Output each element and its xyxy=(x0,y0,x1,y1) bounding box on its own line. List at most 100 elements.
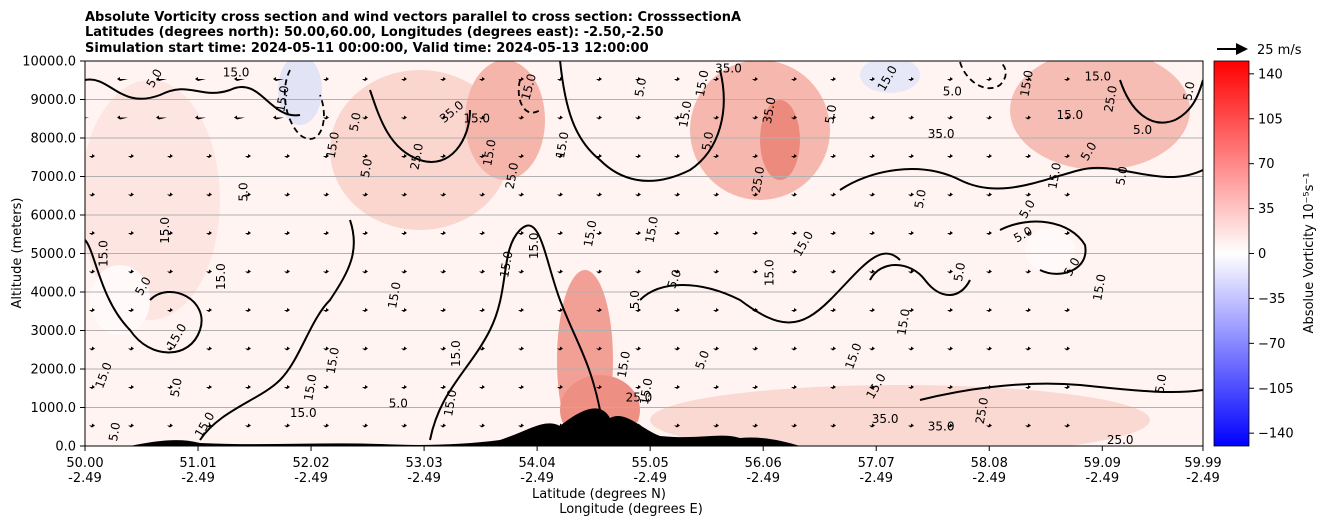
contour-label: 5.0 xyxy=(1133,123,1152,137)
wind-vector xyxy=(1064,192,1070,197)
wind-vector xyxy=(273,115,284,120)
contour-line-dashed xyxy=(283,69,325,140)
y-tick-label: 1000.0 xyxy=(31,401,77,416)
y-tick-label: 6000.0 xyxy=(31,209,77,224)
wind-vector xyxy=(674,385,680,389)
contour-label: 5.0 xyxy=(358,157,375,178)
wind-vector xyxy=(830,346,836,351)
vorticity-shading xyxy=(465,61,545,180)
wind-vector xyxy=(440,77,446,81)
contour-label: 15.0 xyxy=(441,389,459,418)
wind-vector xyxy=(908,423,914,428)
wind-vector xyxy=(1025,77,1031,81)
wind-vector xyxy=(1025,269,1031,274)
wind-vector xyxy=(401,385,407,389)
wind-vector xyxy=(518,385,524,389)
wind-vector xyxy=(156,77,167,81)
wind-vector xyxy=(89,308,95,312)
wind-vector xyxy=(362,231,368,235)
wind-vector xyxy=(167,423,173,428)
wind-vector xyxy=(401,269,407,274)
vorticity-shading xyxy=(860,61,920,93)
contour-line xyxy=(429,224,601,441)
wind-vector xyxy=(752,192,758,197)
wind-vector xyxy=(117,77,128,81)
wind-vector xyxy=(635,423,641,428)
wind-vector xyxy=(713,231,719,235)
contour-label: 5.0 xyxy=(1113,165,1130,186)
wind-vector xyxy=(947,308,953,312)
wind-vector xyxy=(362,385,368,389)
wind-vector xyxy=(479,269,485,274)
wind-vector xyxy=(869,308,875,312)
chart-title-line-1: Absolute Vorticity cross section and win… xyxy=(85,10,741,25)
wind-vector xyxy=(557,115,563,120)
x-tick-label-lon: -2.49 xyxy=(1085,471,1119,486)
wind-vector xyxy=(479,77,485,81)
wind-vector xyxy=(117,115,128,120)
contour-label: 15.0 xyxy=(385,281,403,310)
wind-vector xyxy=(323,423,329,428)
wind-vector xyxy=(1064,154,1070,158)
wind-vector xyxy=(206,346,212,351)
contour-label: 15.0 xyxy=(214,263,228,290)
wind-vector xyxy=(869,346,875,351)
wind-vector xyxy=(323,346,329,351)
x-tick-label-lon: -2.49 xyxy=(181,471,215,486)
wind-vector xyxy=(674,192,680,197)
wind-vector xyxy=(713,346,719,351)
wind-vector xyxy=(869,115,875,120)
wind-vector xyxy=(986,77,992,81)
wind-vector xyxy=(674,269,680,274)
wind-vector xyxy=(440,154,446,158)
contour-label: 15.0 xyxy=(643,215,661,244)
wind-vector xyxy=(245,346,251,351)
contour-label: 5.0 xyxy=(628,290,642,309)
x-tick-label-lon: -2.49 xyxy=(1186,471,1220,486)
wind-vector xyxy=(1064,423,1070,428)
wind-vector xyxy=(947,154,953,158)
contour-labels: 5.0 15.015.05.015.0 25.05.015.025.015.035.… xyxy=(92,62,1197,446)
wind-vector xyxy=(518,77,524,81)
wind-vector xyxy=(908,269,914,274)
contour-label: 5.0 xyxy=(106,421,123,442)
contour-label: 15.0 xyxy=(527,232,541,259)
wind-vector xyxy=(479,115,485,120)
wind-vector xyxy=(830,385,836,389)
y-axis-label: Altitude (meters) xyxy=(10,198,25,309)
wind-vector xyxy=(284,154,290,158)
wind-vector xyxy=(947,269,953,274)
wind-vector xyxy=(323,115,329,120)
contour-label: 15.0 xyxy=(615,350,633,379)
wind-vector xyxy=(362,423,368,428)
wind-vector xyxy=(273,77,284,81)
wind-vector xyxy=(752,231,758,235)
wind-vector xyxy=(791,269,797,274)
vorticity-shading xyxy=(1025,228,1075,272)
wind-vector xyxy=(128,231,134,235)
wind-vector xyxy=(518,308,524,312)
wind-vector xyxy=(518,154,524,158)
wind-vector xyxy=(1064,269,1070,274)
contour-label: 25.0 xyxy=(408,142,426,171)
contour-label: 35.0 xyxy=(760,96,778,125)
wind-vector xyxy=(362,192,368,197)
wind-vector xyxy=(791,231,797,235)
wind-vector xyxy=(596,346,602,351)
y-tick-label: 5000.0 xyxy=(31,247,77,262)
colorbar: −140 −105 −70 −35 0 35 70 105 140 Absolue Vortic… xyxy=(1213,60,1317,447)
contour-line xyxy=(559,61,725,182)
wind-vector xyxy=(947,192,953,197)
wind-vector xyxy=(128,346,134,351)
x-tick-label-lat: 52.02 xyxy=(292,456,329,471)
wind-vector xyxy=(752,269,758,274)
wind-vector xyxy=(479,385,485,389)
wind-vector xyxy=(89,154,95,158)
contour-line xyxy=(369,89,471,163)
contour-line xyxy=(999,220,1087,275)
wind-vector xyxy=(557,385,563,389)
wind-vector xyxy=(713,308,719,312)
wind-vector xyxy=(323,77,329,81)
wind-vector xyxy=(362,308,368,312)
